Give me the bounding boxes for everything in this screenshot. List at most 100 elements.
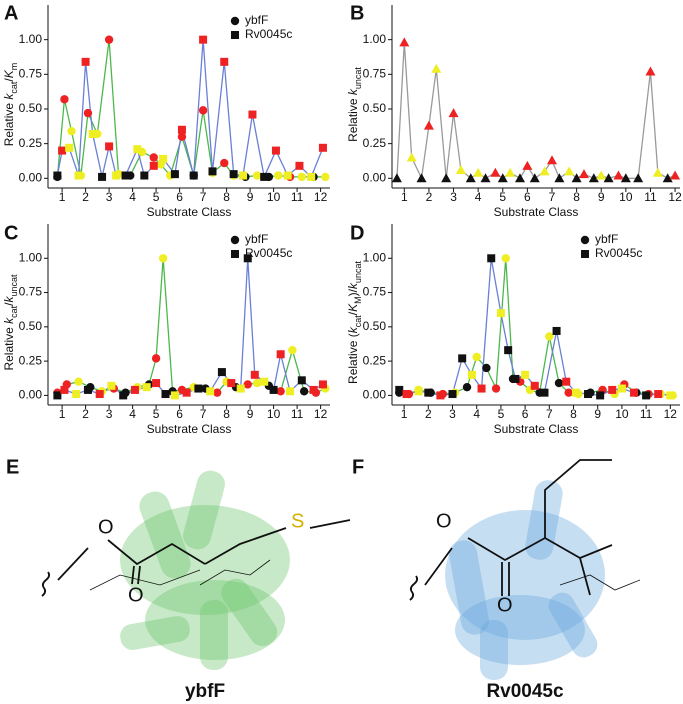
x-tick-label: 10 (267, 190, 281, 204)
data-point (465, 173, 476, 183)
data-point (88, 129, 97, 138)
x-tick-label: 8 (570, 407, 577, 421)
y-tick-label: 0.00 (19, 388, 43, 402)
data-point (521, 370, 530, 379)
data-point (260, 172, 269, 181)
data-point (83, 108, 93, 118)
data-point (431, 63, 442, 73)
data-point (271, 146, 280, 155)
legend-label: Rv0045c (595, 246, 642, 260)
data-point (487, 254, 496, 263)
data-point (81, 57, 90, 66)
y-axis-label-part: k (346, 326, 360, 333)
x-tick-label: 4 (129, 407, 136, 421)
data-point (395, 385, 404, 394)
data-point (149, 153, 158, 162)
x-tick-label: 1 (401, 407, 408, 421)
y-tick-label: 0.00 (363, 170, 387, 184)
data-point (72, 390, 81, 399)
x-axis-label: Substrate Class (494, 422, 579, 436)
data-point (194, 384, 203, 393)
data-point (318, 143, 327, 152)
data-point (206, 387, 215, 396)
data-point (53, 171, 62, 180)
data-point (522, 160, 533, 170)
x-tick-label: 1 (59, 407, 66, 421)
atom: O (98, 516, 114, 538)
panel-letter: A (4, 2, 18, 24)
y-axis-label-part: k (2, 93, 16, 100)
data-point (399, 37, 410, 47)
y-axis-label-part: / (2, 78, 16, 82)
data-point (60, 95, 69, 104)
x-tick-label: 9 (247, 190, 254, 204)
structure-e: O O S E ybfF (6, 456, 351, 702)
y-axis-label-part: k (346, 282, 360, 289)
x-tick-label: 10 (615, 407, 629, 421)
y-axis-label-part: / (346, 311, 360, 315)
data-point (547, 155, 557, 165)
legend-label: Rv0045c (245, 246, 292, 260)
series-line (399, 258, 673, 397)
data-point (159, 154, 168, 163)
atom: S (291, 510, 304, 532)
data-point (67, 126, 76, 136)
legend-marker (231, 31, 239, 39)
y-axis-label-part: K (2, 69, 16, 78)
data-point (151, 354, 161, 363)
x-tick-label: 11 (640, 407, 653, 421)
data-point (158, 254, 168, 263)
data-point (539, 166, 550, 176)
data-point (584, 390, 593, 399)
x-tick-label: 11 (291, 407, 304, 421)
panel-letter: E (6, 456, 19, 478)
x-tick-label: 6 (176, 190, 183, 204)
data-point (74, 377, 83, 386)
y-axis-label-part: cat (9, 305, 19, 318)
data-point (530, 381, 539, 390)
chart: B0.000.250.500.751.001 2 3 4 5 6 7 8 9 10 11 12Subs… (346, 2, 682, 219)
data-point (60, 385, 69, 394)
data-point (274, 171, 283, 180)
x-tick-label: 4 (475, 190, 482, 204)
data-point (177, 132, 187, 141)
legend-marker (231, 250, 239, 258)
data-point (515, 173, 525, 183)
data-point (540, 388, 549, 397)
data-point (617, 384, 626, 393)
x-tick-label: 5 (499, 190, 506, 204)
data-point (177, 125, 186, 134)
atom: O (128, 584, 144, 606)
data-point (182, 388, 191, 397)
data-point (199, 35, 208, 44)
x-tick-label: 10 (267, 407, 281, 421)
data-point (83, 385, 92, 394)
x-tick-label: 2 (425, 407, 432, 421)
x-tick-label: 4 (473, 407, 480, 421)
data-point (53, 391, 62, 400)
data-point (579, 169, 589, 179)
data-point (652, 167, 663, 177)
data-point (121, 171, 130, 180)
x-tick-label: 12 (668, 190, 682, 204)
data-point (74, 171, 83, 180)
data-point (149, 161, 158, 170)
data-point (276, 350, 285, 359)
y-axis-label: Relative (kcat/KM)/kuncat (346, 261, 363, 384)
data-point (477, 384, 486, 393)
legend-label: ybfF (245, 232, 268, 246)
data-point (133, 145, 142, 154)
data-point (105, 142, 114, 151)
y-axis-label-part: k (346, 88, 360, 95)
data-point (455, 164, 466, 174)
data-point (208, 167, 217, 176)
x-tick-label: 2 (82, 190, 89, 204)
y-axis-label-part: / (2, 302, 16, 306)
y-axis-label-part: Relative (2, 324, 16, 371)
y-tick-label: 0.25 (19, 136, 43, 150)
data-point (112, 171, 121, 180)
y-tick-label: 0.75 (19, 66, 43, 80)
y-axis-label-part: K (346, 303, 360, 312)
data-point (480, 173, 491, 183)
x-tick-label: 7 (200, 407, 207, 421)
